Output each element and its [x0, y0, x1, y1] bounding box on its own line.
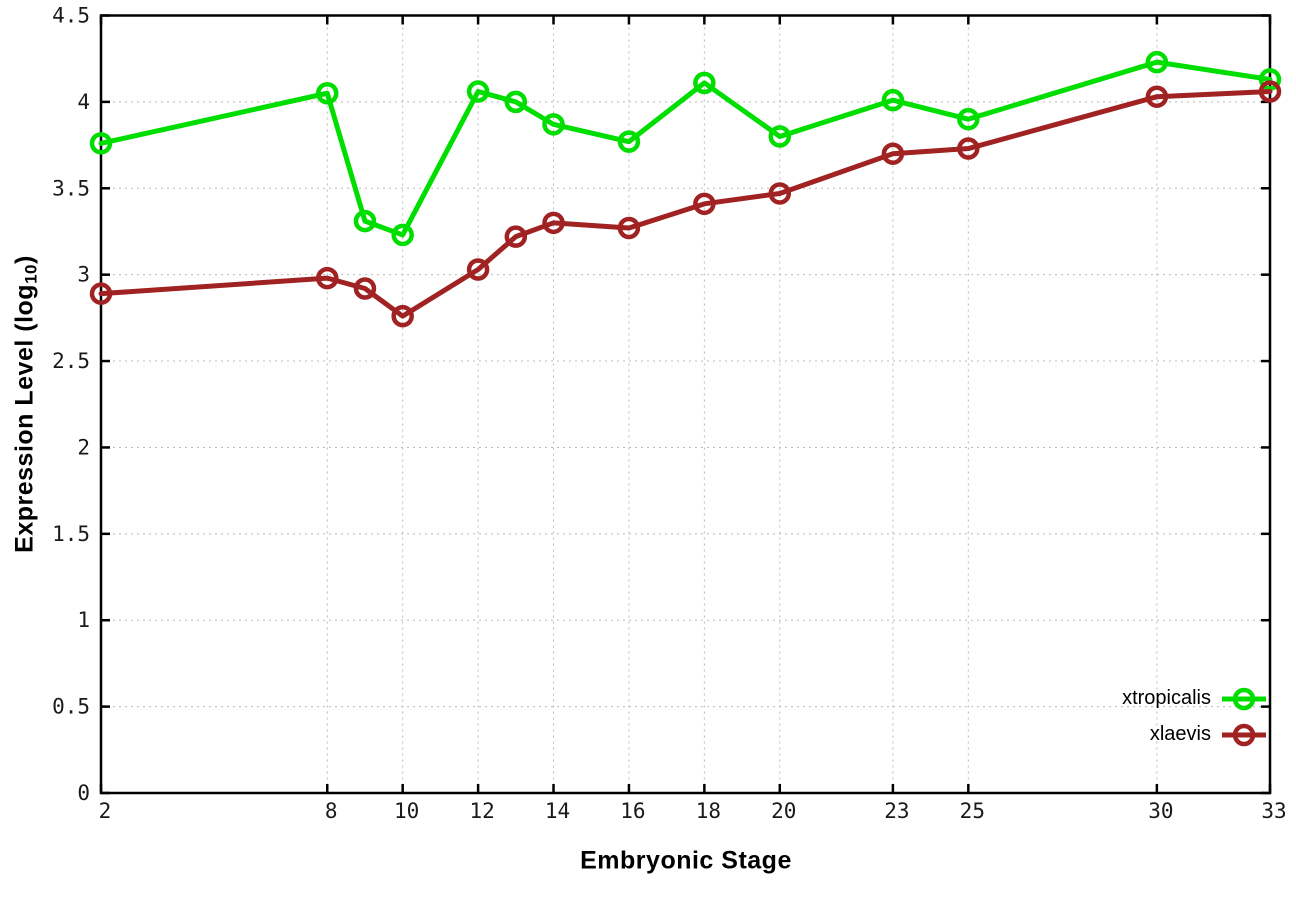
x-tick-label-14: 14 — [545, 799, 570, 823]
data-point-xlaevis-20 — [768, 182, 792, 205]
data-point-xlaevis-33 — [1258, 80, 1282, 103]
x-tick-label-8: 8 — [325, 799, 338, 823]
y-tick-label-0: 0 — [77, 781, 90, 805]
y-tick-label-4.5: 4.5 — [52, 4, 90, 28]
x-tick-label-2: 2 — [99, 799, 112, 823]
data-point-xtropicalis-2 — [89, 132, 113, 155]
y-axis-title-subscript: 10 — [21, 263, 41, 284]
series-line-xlaevis — [98, 89, 1273, 319]
y-axis-title-close: ) — [10, 255, 39, 264]
legend-entry-xlaevis: xlaevis — [1122, 719, 1268, 750]
legend-key-icon — [1222, 687, 1266, 710]
data-point-xlaevis-30 — [1145, 85, 1169, 108]
x-tick-label-18: 18 — [696, 799, 721, 823]
data-point-xtropicalis-10 — [391, 223, 414, 247]
data-point-xtropicalis-8 — [316, 82, 339, 105]
y-tick-label-1: 1 — [77, 608, 90, 632]
data-point-xlaevis-25 — [957, 137, 980, 160]
x-tick-label-12: 12 — [469, 799, 494, 823]
data-point-xlaevis-2 — [89, 282, 113, 305]
x-tick-label-33: 33 — [1261, 799, 1286, 823]
data-point-xlaevis-14 — [542, 211, 565, 235]
y-tick-label-2: 2 — [77, 435, 90, 459]
data-point-xtropicalis-23 — [881, 88, 905, 112]
data-point-xtropicalis-33 — [1258, 68, 1282, 91]
data-point-xlaevis-10 — [391, 304, 414, 328]
data-point-xtropicalis-14 — [542, 113, 565, 136]
y-tick-label-1.5: 1.5 — [52, 522, 90, 546]
data-point-xtropicalis-18 — [693, 71, 716, 95]
data-point-xtropicalis-16 — [617, 130, 641, 153]
x-axis-title: Embryonic Stage — [580, 846, 792, 875]
data-point-xtropicalis-30 — [1145, 50, 1169, 74]
x-tick-label-23: 23 — [884, 799, 909, 823]
y-tick-label-3: 3 — [77, 263, 90, 287]
data-point-xlaevis-9 — [353, 277, 377, 300]
y-tick-label-2.5: 2.5 — [52, 349, 90, 373]
y-axis-title-text: Expression Level (log — [10, 283, 39, 553]
data-point-xlaevis-8 — [316, 266, 339, 290]
y-tick-label-3.5: 3.5 — [52, 176, 90, 200]
plot-border — [99, 14, 1272, 795]
data-point-xlaevis-16 — [617, 216, 641, 240]
x-tick-label-30: 30 — [1148, 799, 1173, 823]
x-tick-label-20: 20 — [771, 799, 796, 823]
data-point-xtropicalis-25 — [957, 107, 980, 131]
data-point-xlaevis-13 — [504, 225, 528, 248]
x-tick-label-25: 25 — [960, 799, 985, 823]
y-axis-title: Expression Level (log10) — [10, 255, 41, 553]
legend-entry-xtropicalis: xtropicalis — [1122, 683, 1268, 714]
y-tick-label-4: 4 — [77, 90, 90, 114]
legend-sample-marker — [1232, 723, 1256, 746]
data-point-xlaevis-18 — [693, 192, 716, 216]
legend-label-xtropicalis: xtropicalis — [1122, 687, 1211, 709]
data-point-xtropicalis-12 — [466, 80, 490, 103]
x-tick-label-10: 10 — [394, 799, 419, 823]
legend-label-xlaevis: xlaevis — [1149, 723, 1211, 745]
legend-sample-marker — [1232, 687, 1256, 710]
legend: xtropicalis xlaevis — [1122, 683, 1268, 750]
legend-key-icon — [1222, 723, 1266, 746]
data-point-xtropicalis-13 — [504, 90, 528, 114]
data-point-xtropicalis-9 — [353, 209, 377, 233]
data-point-xlaevis-12 — [466, 258, 490, 281]
x-tick-label-16: 16 — [620, 799, 645, 823]
y-tick-label-0.5: 0.5 — [52, 695, 90, 719]
series-line-xtropicalis — [98, 59, 1273, 238]
data-point-xtropicalis-20 — [768, 125, 792, 148]
data-point-xlaevis-23 — [881, 142, 905, 165]
